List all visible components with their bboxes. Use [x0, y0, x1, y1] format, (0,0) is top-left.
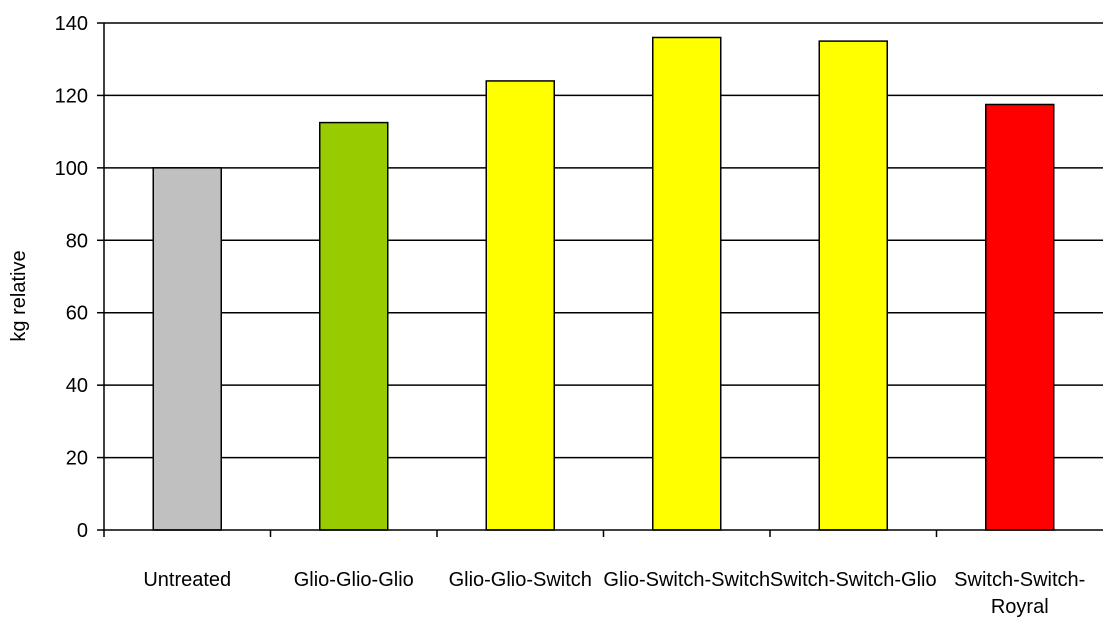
y-tick-label: 0: [77, 520, 88, 542]
x-tick-label: Switch-Switch- Royral: [954, 569, 1085, 618]
bar: [652, 36, 722, 531]
bar: [985, 103, 1055, 531]
bar: [319, 121, 389, 531]
y-tick-label: 80: [66, 230, 88, 252]
x-tick-label-line: Glio-Glio-Switch: [449, 569, 592, 591]
y-tick-label: 20: [66, 448, 88, 470]
x-tick-label: Untreated: [143, 569, 231, 591]
x-tick-label-line: Royral: [991, 596, 1049, 618]
bar: [818, 40, 888, 531]
x-tick-label: Glio-Glio-Glio: [294, 569, 414, 591]
x-tick-label-line: Glio-Glio-Glio: [294, 569, 414, 591]
y-tick-label: 60: [66, 303, 88, 325]
x-tick-label: Glio-Glio-Switch: [449, 569, 592, 591]
y-axis-title: kg relative: [8, 250, 30, 341]
bars: [152, 36, 1055, 531]
y-tick-labels: 0 20 40 60 80 100 120 140: [55, 13, 88, 542]
x-tick-label-line: Glio-Switch-Switch: [603, 569, 770, 591]
gridlines: [104, 22, 1103, 459]
x-tick-labels: Untreated Glio-Glio-Glio Glio-Glio-Switch G…: [143, 569, 1085, 618]
y-tick-label: 120: [55, 85, 88, 107]
bar: [152, 167, 222, 531]
y-tick-label: 100: [55, 158, 88, 180]
x-tick-label: Switch-Switch-Glio: [770, 569, 937, 591]
x-tick-label-line: Untreated: [143, 569, 231, 591]
bar: [485, 80, 555, 531]
y-tick-label: 40: [66, 375, 88, 397]
x-tick-label-line: Switch-Switch-: [954, 569, 1085, 591]
x-tick-label-line: Switch-Switch-Glio: [770, 569, 937, 591]
y-tick-label: 140: [55, 13, 88, 35]
x-tick-label: Glio-Switch-Switch: [603, 569, 770, 591]
axes: [97, 22, 1103, 537]
